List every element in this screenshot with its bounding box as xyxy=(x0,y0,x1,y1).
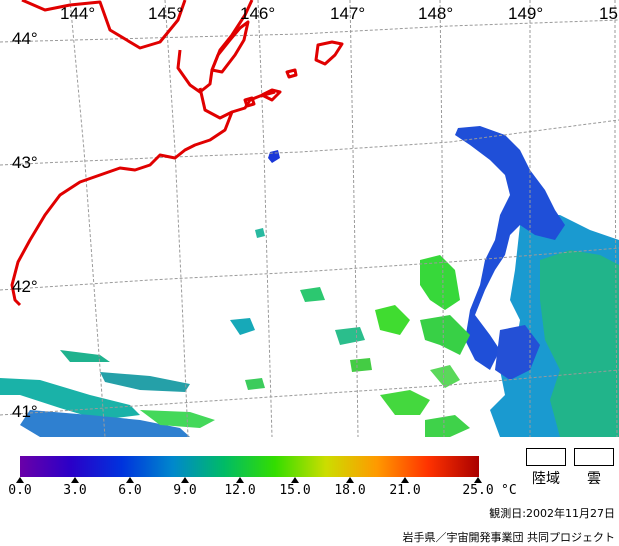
lon-label-145: 145° xyxy=(148,4,183,23)
lat-label-42: 42° xyxy=(12,277,38,296)
graticule xyxy=(0,0,619,437)
lon-label-149: 149° xyxy=(508,4,543,23)
tick-label-3: 3.0 xyxy=(63,483,87,498)
sst-patch-cyan-3 xyxy=(335,327,365,345)
meridian-144 xyxy=(69,0,106,437)
habomai-island-1 xyxy=(260,88,282,102)
sst-patch-cyan-4 xyxy=(255,228,265,238)
tick-label-15: 15.0 xyxy=(279,483,311,498)
hokkaido-coast-north xyxy=(21,0,187,50)
sst-patch-green-5 xyxy=(425,415,470,437)
sst-data-layer xyxy=(0,126,619,437)
latitude-labels: 44° 43° 42° 41° xyxy=(12,29,38,421)
parallel-42 xyxy=(0,247,619,291)
kunashiri-island xyxy=(210,20,250,74)
observation-date: 観測日:2002年11月27日 xyxy=(489,507,615,520)
shiretoko-peninsula xyxy=(176,0,254,94)
habomai-island-3 xyxy=(285,68,298,79)
sst-patch-west-band-3 xyxy=(140,410,215,428)
tick-mark-3 xyxy=(71,477,79,483)
meridian-145 xyxy=(164,0,189,437)
sst-patch-east-green xyxy=(540,250,619,437)
parallel-44 xyxy=(0,19,619,43)
tick-mark-12 xyxy=(236,477,244,483)
lat-label-41: 41° xyxy=(12,402,38,421)
temperature-colorbar xyxy=(20,456,479,477)
tick-label-18: 18.0 xyxy=(334,483,366,498)
lon-label-150: 15 xyxy=(599,4,618,23)
shikotan-island xyxy=(314,40,344,66)
lon-label-148: 148° xyxy=(418,4,453,23)
sst-patch-green-2 xyxy=(375,305,410,335)
land-label: 陸域 xyxy=(532,471,560,487)
sst-patch-blue-plume xyxy=(455,126,565,370)
cloud-label: 雲 xyxy=(587,471,601,487)
longitude-labels: 144° 145° 146° 147° 148° 149° 15 xyxy=(60,4,618,23)
tick-label-12: 12.0 xyxy=(224,483,256,498)
hokkaido-coast-east xyxy=(198,87,276,120)
land-swatch xyxy=(526,448,566,466)
legend: 0.0 3.0 6.0 9.0 12.0 15.0 18.0 21.0 25.0… xyxy=(0,437,619,546)
sst-patch-green-7 xyxy=(350,358,372,372)
sst-patch-west-band-2 xyxy=(20,410,190,437)
tick-mark-6 xyxy=(126,477,134,483)
tick-label-21: 21.0 xyxy=(389,483,421,498)
sst-patch-west-band-5 xyxy=(60,350,110,362)
sst-patch-green-8 xyxy=(245,378,265,390)
parallel-43 xyxy=(0,119,619,166)
tick-mark-9 xyxy=(181,477,189,483)
lat-label-44: 44° xyxy=(12,29,38,48)
unit-label: °C xyxy=(501,483,517,498)
sst-patch-green-1 xyxy=(420,255,460,310)
tick-mark-25 xyxy=(474,477,482,483)
tick-mark-0 xyxy=(16,477,24,483)
lon-label-144: 144° xyxy=(60,4,95,23)
habomai-island-2 xyxy=(243,96,256,108)
lon-label-147: 147° xyxy=(330,4,365,23)
tick-label-25: 25.0 xyxy=(462,483,494,498)
tick-label-6: 6.0 xyxy=(118,483,142,498)
coastline xyxy=(10,0,344,307)
sst-patch-green-6 xyxy=(430,365,460,388)
meridian-148 xyxy=(439,0,445,437)
sst-patch-green-3 xyxy=(420,315,470,355)
sst-patch-west-band-1 xyxy=(0,378,140,420)
sst-patch-cyan-2 xyxy=(300,287,325,302)
tick-mark-18 xyxy=(346,477,354,483)
tick-label-0: 0.0 xyxy=(8,483,32,498)
meridian-150 xyxy=(614,0,618,437)
sst-patch-west-band-4 xyxy=(100,372,190,392)
meridian-147 xyxy=(349,0,359,437)
tick-label-9: 9.0 xyxy=(173,483,197,498)
parallel-41 xyxy=(0,369,619,416)
sea-surface-temperature-map: 144° 145° 146° 147° 148° 149° 15 44° 43°… xyxy=(0,0,619,437)
lon-label-146: 146° xyxy=(240,4,275,23)
nemuro-peninsula xyxy=(10,111,234,307)
credit-line: 岩手県／宇宙開発事業団 共同プロジェクト xyxy=(402,531,616,544)
lat-label-43: 43° xyxy=(12,153,38,172)
sst-patch-green-4 xyxy=(380,390,430,415)
sst-patch-blue-small xyxy=(268,150,280,163)
sst-patch-cyan-1 xyxy=(230,318,255,335)
meridian-146 xyxy=(257,0,273,437)
cloud-swatch xyxy=(574,448,614,466)
sst-patch-blue-south xyxy=(495,325,540,380)
tick-mark-21 xyxy=(401,477,409,483)
tick-mark-15 xyxy=(291,477,299,483)
